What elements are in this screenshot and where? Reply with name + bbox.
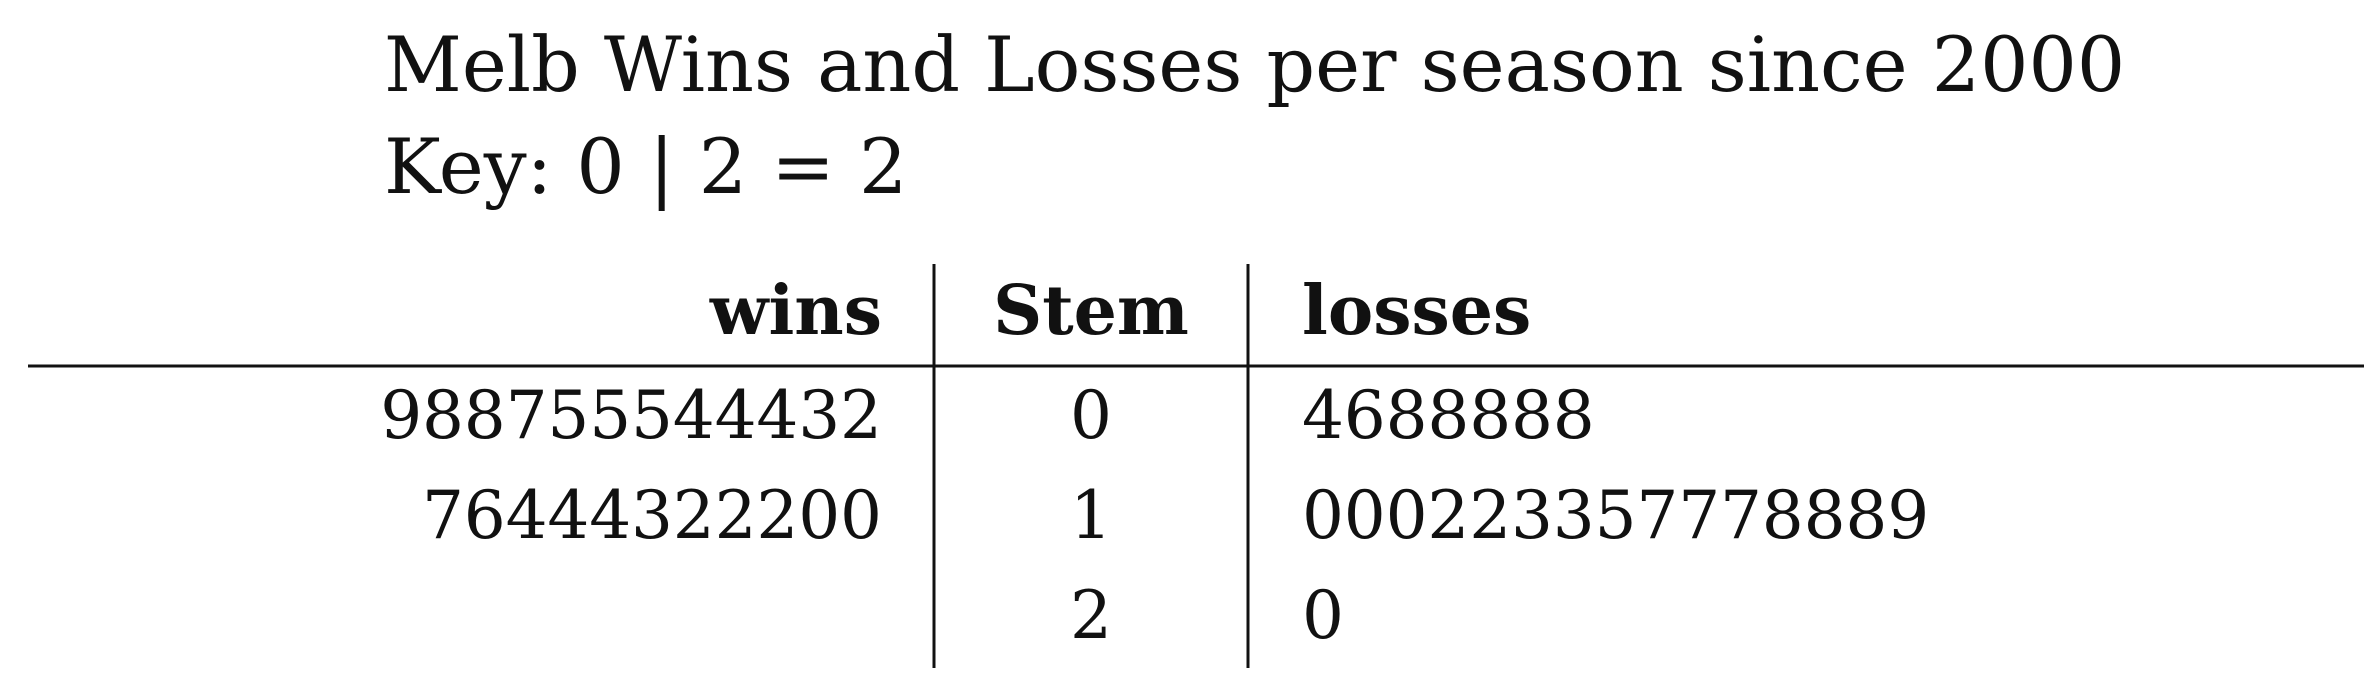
wins-leaf: 5 bbox=[589, 377, 631, 454]
losses-leaf: 8 bbox=[1804, 477, 1846, 554]
wins-leaf: 2 bbox=[673, 477, 715, 554]
wins-leaf: 4 bbox=[589, 477, 631, 554]
wins-leaf: 2 bbox=[715, 477, 757, 554]
plot-rows: 09 8 8 7 5 5 5 4 4 4 3 2 4 6 8 8 8 8 817 6 4 4 4 3 2 2 2 0 0 0 0 0 2 2 3 3 5… bbox=[380, 377, 1929, 654]
losses-leaf: 8 bbox=[1762, 477, 1804, 554]
wins-leaf: 4 bbox=[506, 477, 548, 554]
losses-leaf: 9 bbox=[1887, 477, 1929, 554]
stem-value: 0 bbox=[1070, 377, 1112, 454]
losses-leaf: 4 bbox=[1302, 377, 1344, 454]
wins-leaf: 4 bbox=[715, 377, 757, 454]
stem-value: 2 bbox=[1070, 577, 1112, 654]
losses-leaf: 0 bbox=[1302, 477, 1344, 554]
losses-leaf: 6 bbox=[1344, 377, 1386, 454]
losses-leaf: 7 bbox=[1678, 477, 1720, 554]
losses-leaf: 8 bbox=[1511, 377, 1553, 454]
losses-leaf: 3 bbox=[1553, 477, 1595, 554]
losses-leaf: 2 bbox=[1469, 477, 1511, 554]
losses-leaf: 5 bbox=[1595, 477, 1637, 554]
wins-leaf: 8 bbox=[464, 377, 506, 454]
wins-leaf: 0 bbox=[840, 477, 882, 554]
losses-leaf: 8 bbox=[1386, 377, 1428, 454]
losses-leaf: 8 bbox=[1845, 477, 1887, 554]
wins-leaf: 9 bbox=[380, 377, 422, 454]
header-wins: wins bbox=[709, 271, 882, 351]
chart-title: Melb Wins and Losses per season since 20… bbox=[384, 20, 2126, 109]
losses-leaf: 8 bbox=[1553, 377, 1595, 454]
header-losses: losses bbox=[1302, 271, 1531, 351]
losses-leaf: 0 bbox=[1344, 477, 1386, 554]
losses-leaf: 0 bbox=[1302, 577, 1344, 654]
wins-leaf: 0 bbox=[798, 477, 840, 554]
wins-leaf: 2 bbox=[756, 477, 798, 554]
wins-leaf: 5 bbox=[547, 377, 589, 454]
losses-leaf: 7 bbox=[1720, 477, 1762, 554]
wins-leaf: 2 bbox=[840, 377, 882, 454]
losses-leaf: 2 bbox=[1427, 477, 1469, 554]
wins-leaf: 4 bbox=[756, 377, 798, 454]
losses-leaf: 7 bbox=[1636, 477, 1678, 554]
wins-leaf: 7 bbox=[422, 477, 464, 554]
wins-leaf: 5 bbox=[631, 377, 673, 454]
wins-leaf: 4 bbox=[547, 477, 589, 554]
header-stem: Stem bbox=[993, 271, 1189, 351]
wins-leaf: 6 bbox=[464, 477, 506, 554]
losses-leaf: 0 bbox=[1386, 477, 1428, 554]
losses-leaf: 8 bbox=[1427, 377, 1469, 454]
wins-leaf: 3 bbox=[631, 477, 673, 554]
wins-leaf: 8 bbox=[422, 377, 464, 454]
chart-key: Key: 0 | 2 = 2 bbox=[384, 122, 908, 211]
losses-leaf: 8 bbox=[1469, 377, 1511, 454]
stem-value: 1 bbox=[1070, 477, 1112, 554]
wins-leaf: 4 bbox=[673, 377, 715, 454]
wins-leaf: 7 bbox=[506, 377, 548, 454]
chart-title-block: Melb Wins and Losses per season since 20… bbox=[384, 14, 2125, 218]
wins-leaf: 3 bbox=[798, 377, 840, 454]
losses-leaf: 3 bbox=[1511, 477, 1553, 554]
